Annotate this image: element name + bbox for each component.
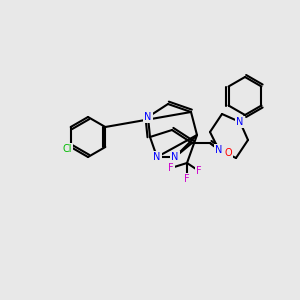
Text: F: F xyxy=(184,174,190,184)
Text: N: N xyxy=(144,112,152,122)
Text: N: N xyxy=(236,117,244,127)
Text: N: N xyxy=(153,152,161,162)
Text: Cl: Cl xyxy=(62,144,72,154)
Text: N: N xyxy=(215,145,223,155)
Text: F: F xyxy=(168,163,174,173)
Text: F: F xyxy=(196,166,202,176)
Text: N: N xyxy=(171,152,179,162)
Text: O: O xyxy=(224,148,232,158)
